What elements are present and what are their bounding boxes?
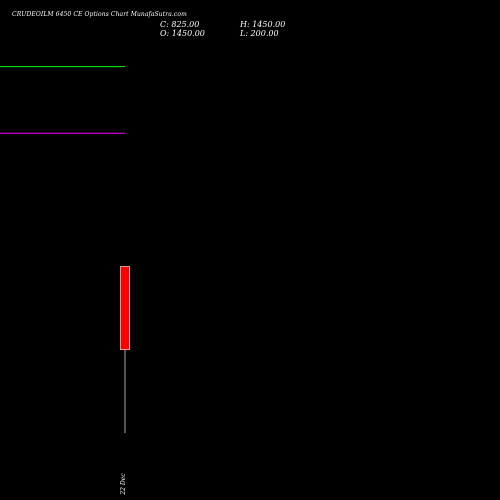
candle-body-0 — [120, 266, 130, 351]
ohlc-open-label: O: 1450.00 — [160, 29, 205, 38]
ohlc-close-label: C: 825.00 — [160, 20, 200, 29]
ohlc-low-label: L: 200.00 — [240, 29, 279, 38]
chart-title: CRUDEOILM 6450 CE Options Chart MunafaSu… — [12, 11, 187, 18]
x-tick-label-0: 22 Dec — [120, 473, 127, 496]
ohlc-high-label: H: 1450.00 — [240, 20, 286, 29]
